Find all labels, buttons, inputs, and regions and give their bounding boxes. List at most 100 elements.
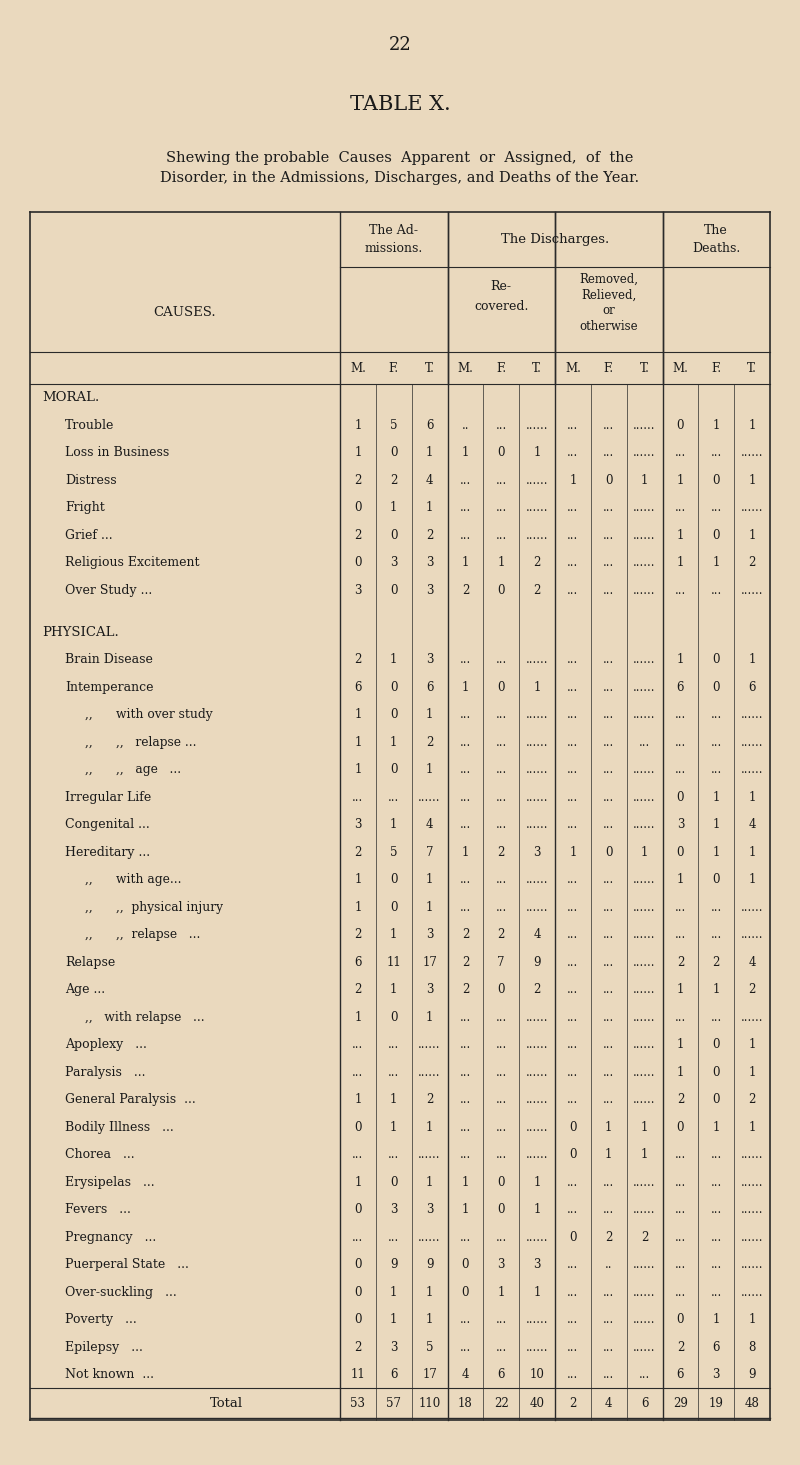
Text: ......: ...... — [741, 1203, 763, 1216]
Text: ...: ... — [567, 1039, 578, 1052]
Text: ...: ... — [567, 1258, 578, 1272]
Text: T.: T. — [425, 362, 434, 375]
Text: 9: 9 — [748, 1368, 756, 1381]
Text: ...: ... — [352, 1039, 363, 1052]
Text: ...: ... — [460, 473, 471, 486]
Text: ......: ...... — [741, 763, 763, 776]
Text: ...: ... — [460, 1340, 471, 1354]
Text: ...: ... — [460, 763, 471, 776]
Text: 1: 1 — [354, 1011, 362, 1024]
Text: ......: ...... — [634, 873, 656, 886]
Text: ...: ... — [496, 709, 507, 721]
Text: 1: 1 — [713, 819, 720, 831]
Text: 0: 0 — [354, 1258, 362, 1272]
Text: 0: 0 — [498, 681, 505, 694]
Text: ......: ...... — [634, 1039, 656, 1052]
Text: Fright: Fright — [65, 501, 105, 514]
Text: 0: 0 — [677, 791, 684, 804]
Text: ......: ...... — [526, 709, 548, 721]
Text: ...: ... — [710, 447, 722, 459]
Text: 1: 1 — [354, 1176, 362, 1188]
Text: 1: 1 — [426, 709, 434, 721]
Text: ...: ... — [352, 1149, 363, 1162]
Text: 1: 1 — [748, 529, 756, 542]
Text: 2: 2 — [677, 1093, 684, 1106]
Text: ...: ... — [567, 1368, 578, 1381]
Text: ......: ...... — [634, 529, 656, 542]
Text: ......: ...... — [741, 735, 763, 749]
Text: 3: 3 — [354, 819, 362, 831]
Text: ...: ... — [567, 1203, 578, 1216]
Text: 0: 0 — [713, 1065, 720, 1078]
Text: ...: ... — [567, 653, 578, 667]
Text: ...: ... — [603, 1039, 614, 1052]
Text: 2: 2 — [354, 929, 362, 942]
Text: ...: ... — [674, 1286, 686, 1298]
Text: Distress: Distress — [65, 473, 117, 486]
Text: ......: ...... — [634, 681, 656, 694]
Text: ......: ...... — [526, 1039, 548, 1052]
Text: 4: 4 — [426, 473, 434, 486]
Text: Relapse: Relapse — [65, 955, 115, 968]
Text: ......: ...... — [634, 791, 656, 804]
Text: ......: ...... — [418, 1039, 441, 1052]
Text: ......: ...... — [741, 1149, 763, 1162]
Text: Puerperal State   ...: Puerperal State ... — [65, 1258, 189, 1272]
Text: 0: 0 — [569, 1231, 577, 1244]
Text: ...: ... — [674, 1258, 686, 1272]
Text: ...: ... — [496, 1065, 507, 1078]
Text: 0: 0 — [354, 1203, 362, 1216]
Text: T.: T. — [747, 362, 757, 375]
Text: 2: 2 — [462, 955, 469, 968]
Text: 1: 1 — [641, 1149, 648, 1162]
Text: ......: ...... — [526, 1340, 548, 1354]
Text: 6: 6 — [641, 1396, 648, 1409]
Text: ,,   with relapse   ...: ,, with relapse ... — [85, 1011, 205, 1024]
Text: ...: ... — [567, 819, 578, 831]
Text: F.: F. — [389, 362, 399, 375]
Text: 1: 1 — [605, 1149, 613, 1162]
Text: ...: ... — [567, 955, 578, 968]
Text: 1: 1 — [677, 653, 684, 667]
Text: 2: 2 — [677, 955, 684, 968]
Text: 1: 1 — [498, 557, 505, 570]
Text: ...: ... — [352, 1231, 363, 1244]
Text: 1: 1 — [641, 473, 648, 486]
Text: Disorder, in the Admissions, Discharges, and Deaths of the Year.: Disorder, in the Admissions, Discharges,… — [161, 171, 639, 185]
Text: Brain Disease: Brain Disease — [65, 653, 153, 667]
Text: ...: ... — [567, 1286, 578, 1298]
Text: 0: 0 — [390, 873, 398, 886]
Text: 6: 6 — [390, 1368, 398, 1381]
Text: 110: 110 — [418, 1396, 441, 1409]
Text: 4: 4 — [462, 1368, 469, 1381]
Text: ...: ... — [460, 709, 471, 721]
Text: ...: ... — [567, 419, 578, 432]
Text: F.: F. — [711, 362, 722, 375]
Text: ...: ... — [603, 681, 614, 694]
Text: 2: 2 — [462, 983, 469, 996]
Text: 1: 1 — [426, 1313, 434, 1326]
Text: 5: 5 — [390, 845, 398, 858]
Text: 6: 6 — [426, 419, 434, 432]
Text: 2: 2 — [498, 929, 505, 942]
Text: 1: 1 — [426, 1286, 434, 1298]
Text: 3: 3 — [713, 1368, 720, 1381]
Text: or: or — [602, 305, 615, 318]
Text: ...: ... — [567, 873, 578, 886]
Text: 3: 3 — [390, 1340, 398, 1354]
Text: 0: 0 — [390, 901, 398, 914]
Text: 1: 1 — [390, 653, 398, 667]
Text: Total: Total — [210, 1396, 243, 1409]
Text: ...: ... — [603, 1065, 614, 1078]
Text: ......: ...... — [741, 1176, 763, 1188]
Text: 0: 0 — [713, 473, 720, 486]
Text: ...: ... — [567, 763, 578, 776]
Text: 1: 1 — [354, 763, 362, 776]
Text: 1: 1 — [354, 709, 362, 721]
Text: ...: ... — [567, 735, 578, 749]
Text: 0: 0 — [462, 1286, 469, 1298]
Text: ...: ... — [460, 1093, 471, 1106]
Text: 4: 4 — [534, 929, 541, 942]
Text: 3: 3 — [534, 845, 541, 858]
Text: 1: 1 — [748, 473, 756, 486]
